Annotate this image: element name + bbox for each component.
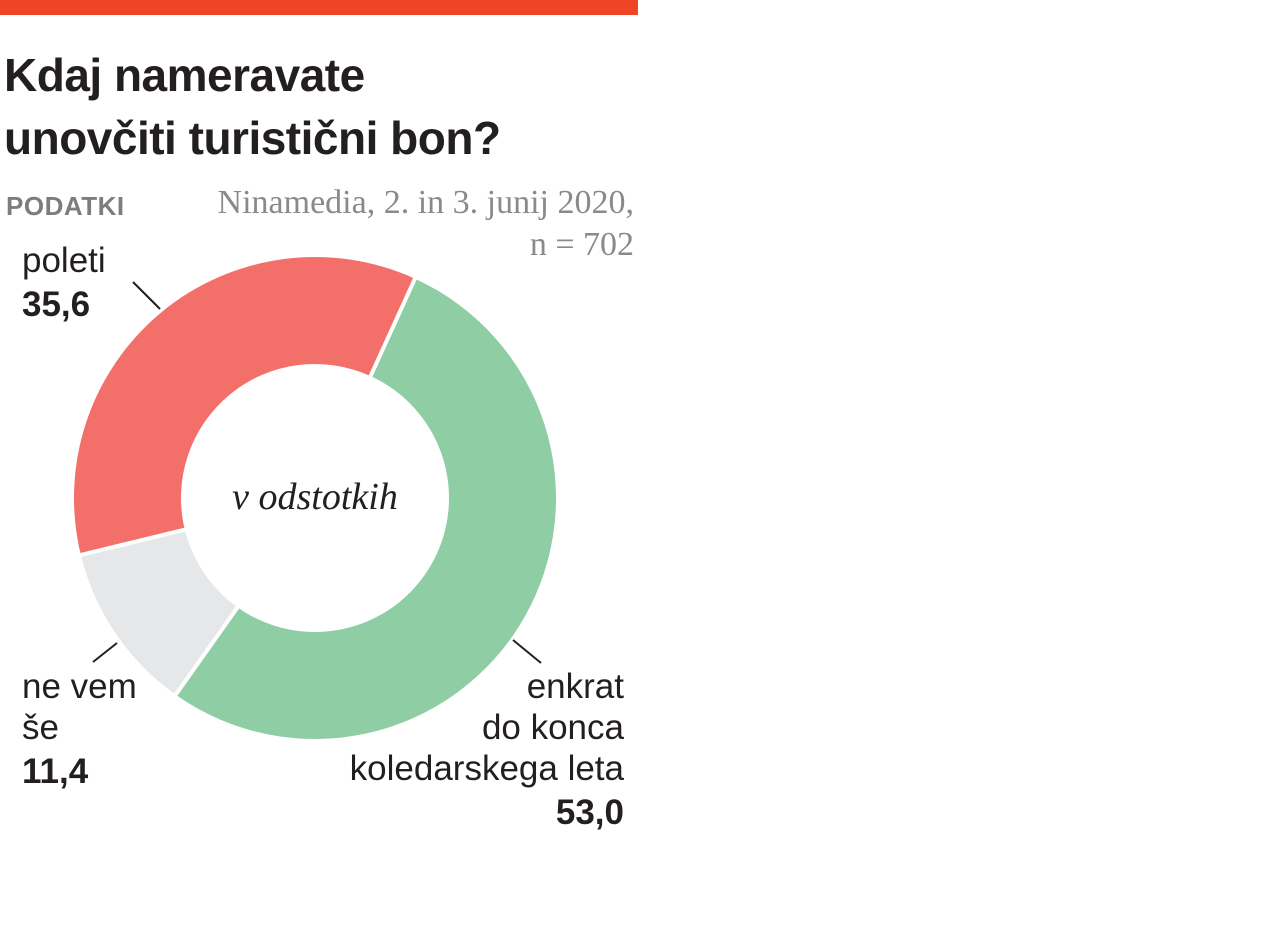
slice-poleti [74,257,415,555]
slice-separator [172,604,241,698]
source-sample-size: n = 702 [529,226,634,263]
label-poleti: poleti 35,6 [22,240,106,329]
accent-bar [0,0,638,15]
leader-line-poleti [132,281,161,310]
slice-label-enkrat: enkrat do konca koledarskega leta [349,667,624,788]
slice-separator [78,527,188,558]
slice-value-enkrat: 53,0 [555,793,624,832]
leader-line-ne-vem [92,642,118,663]
label-ne-vem: ne vem še 11,4 [22,666,137,796]
slice-label-poleti: poleti [22,241,106,280]
source-label: PODATKI [6,191,125,221]
slice-ne-vem [80,529,238,695]
slice-value-poleti: 35,6 [22,285,91,324]
title-line-1: Kdaj nameravate [4,49,365,101]
slice-enkrat [175,278,556,739]
slice-value-ne-vem: 11,4 [22,752,89,791]
slice-separator [367,276,418,379]
source-note: PODATKI Ninamedia, 2. in 3. junij 2020, … [6,182,634,266]
title-line-2: unovčiti turistični bon? [4,112,501,164]
label-enkrat: enkrat do konca koledarskega leta 53,0 [350,666,624,837]
chart-title: Kdaj nameravate unovčiti turistični bon? [4,44,644,170]
slice-label-ne-vem: ne vem še [22,667,137,747]
source-text: Ninamedia, 2. in 3. junij 2020, [217,184,634,221]
leader-line-enkrat [512,639,542,664]
unit-note: v odstotkih [232,476,398,518]
